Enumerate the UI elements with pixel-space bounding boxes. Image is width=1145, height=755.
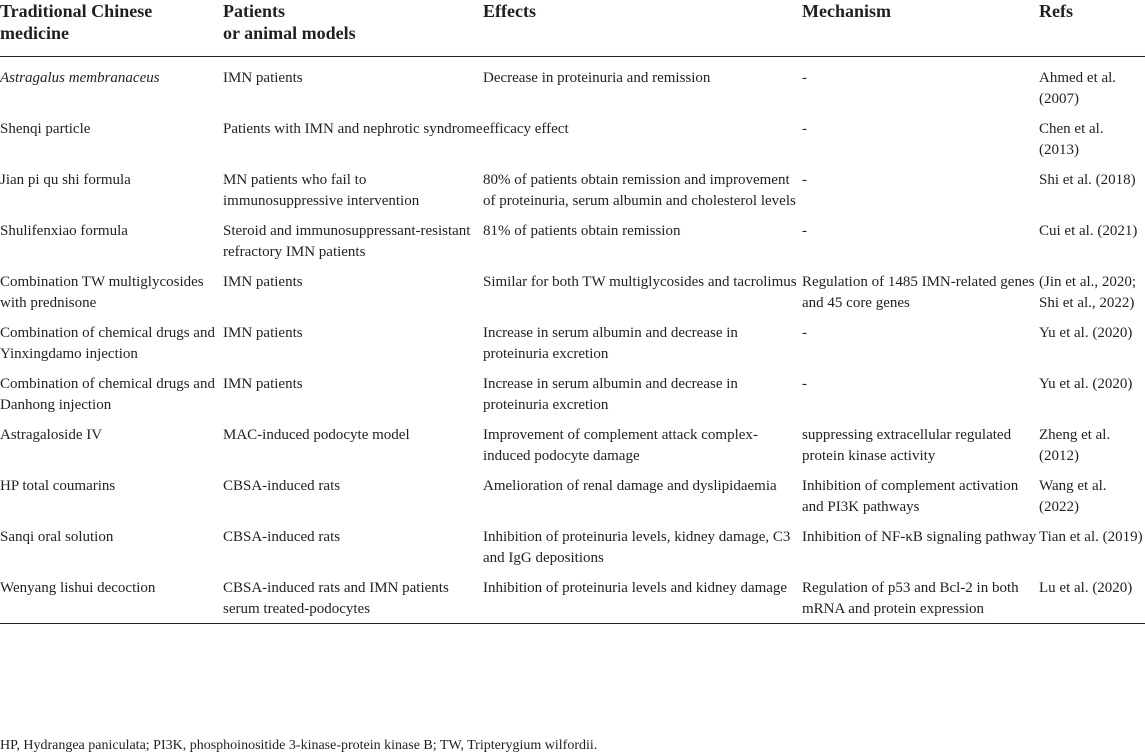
cell-model: IMN patients <box>223 70 303 86</box>
cell-model: CBSA-induced rats and IMN patients serum… <box>223 580 449 617</box>
table-row: Wenyang lishui decoction CBSA-induced ra… <box>0 578 1145 624</box>
cell-refs: Tian et al. (2019) <box>1039 529 1143 545</box>
cell-model: MN patients who fail to immunosuppressiv… <box>223 172 420 209</box>
cell-effects: Amelioration of renal damage and dyslipi… <box>483 478 777 494</box>
cell-mechanism: Regulation of p53 and Bcl-2 in both mRNA… <box>802 580 1019 617</box>
cell-effects: Inhibition of proteinuria levels, kidney… <box>483 529 791 566</box>
cell-effects: Improvement of complement attack complex… <box>483 427 758 464</box>
cell-medicine: Combination of chemical drugs and Yinxin… <box>0 325 215 362</box>
header-model: Patients or animal models <box>223 1 356 43</box>
cell-model: Patients with IMN and nephrotic syndrome <box>223 121 483 137</box>
cell-refs: Wang et al. (2022) <box>1039 478 1107 515</box>
cell-refs: Lu et al. (2020) <box>1039 580 1133 596</box>
table-row: Astragaloside IV MAC-induced podocyte mo… <box>0 425 1145 476</box>
cell-refs: Cui et al. (2021) <box>1039 223 1138 239</box>
cell-medicine: Combination TW multiglycosides with pred… <box>0 274 204 311</box>
header-effects: Effects <box>483 1 536 21</box>
cell-model: IMN patients <box>223 376 303 392</box>
cell-medicine: Shulifenxiao formula <box>0 223 128 239</box>
cell-medicine: Astragalus membranaceus <box>0 70 160 86</box>
cell-refs: Yu et al. (2020) <box>1039 325 1133 341</box>
cell-medicine: Astragaloside IV <box>0 427 103 443</box>
cell-mechanism: Regulation of 1485 IMN-related genes and… <box>802 274 1035 311</box>
table-footnote: HP, Hydrangea paniculata; PI3K, phosphoi… <box>0 738 598 753</box>
cell-refs: Ahmed et al. (2007) <box>1039 70 1117 107</box>
header-refs: Refs <box>1039 1 1073 21</box>
cell-effects: Decrease in proteinuria and remission <box>483 70 711 86</box>
table-row: Combination of chemical drugs and Danhon… <box>0 374 1145 425</box>
cell-refs: Shi et al. (2018) <box>1039 172 1136 188</box>
cell-mechanism: - <box>802 325 807 341</box>
table-row: Sanqi oral solution CBSA-induced rats In… <box>0 527 1145 578</box>
cell-effects: 81% of patients obtain remission <box>483 223 681 239</box>
table-row: HP total coumarins CBSA-induced rats Ame… <box>0 476 1145 527</box>
cell-effects: Increase in serum albumin and decrease i… <box>483 376 738 413</box>
cell-model: MAC-induced podocyte model <box>223 427 410 443</box>
table-row: Combination TW multiglycosides with pred… <box>0 272 1145 323</box>
cell-effects: Similar for both TW multiglycosides and … <box>483 274 797 290</box>
cell-medicine: Shenqi particle <box>0 121 91 137</box>
header-row: Traditional Chinese medicine Patients or… <box>0 0 1145 57</box>
cell-refs: Chen et al. (2013) <box>1039 121 1104 158</box>
cell-refs: (Jin et al., 2020; Shi et al., 2022) <box>1039 274 1137 311</box>
cell-model: IMN patients <box>223 325 303 341</box>
header-medicine: Traditional Chinese medicine <box>0 1 153 43</box>
header-mechanism: Mechanism <box>802 1 891 21</box>
cell-medicine: Wenyang lishui decoction <box>0 580 156 596</box>
cell-effects: Inhibition of proteinuria levels and kid… <box>483 580 788 596</box>
cell-medicine: Jian pi qu shi formula <box>0 172 131 188</box>
cell-medicine: Sanqi oral solution <box>0 529 114 545</box>
table-row: Shulifenxiao formula Steroid and immunos… <box>0 221 1145 272</box>
cell-mechanism: - <box>802 172 807 188</box>
cell-model: CBSA-induced rats <box>223 478 341 494</box>
cell-mechanism: Inhibition of complement activation and … <box>802 478 1019 515</box>
cell-refs: Yu et al. (2020) <box>1039 376 1133 392</box>
cell-medicine: HP total coumarins <box>0 478 116 494</box>
cell-mechanism: suppressing extracellular regulated prot… <box>802 427 1012 464</box>
cell-effects: Increase in serum albumin and decrease i… <box>483 325 738 362</box>
cell-model: Steroid and immunosuppressant-resistant … <box>223 223 471 260</box>
cell-mechanism: - <box>802 70 807 86</box>
cell-mechanism: - <box>802 121 807 137</box>
table-body: Astragalus membranaceus IMN patients Dec… <box>0 57 1145 624</box>
cell-model: IMN patients <box>223 274 303 290</box>
table-row: Combination of chemical drugs and Yinxin… <box>0 323 1145 374</box>
table-row: Shenqi particle Patients with IMN and ne… <box>0 119 1145 170</box>
cell-medicine: Combination of chemical drugs and Danhon… <box>0 376 215 413</box>
cell-refs: Zheng et al. (2012) <box>1039 427 1111 464</box>
cell-mechanism: - <box>802 223 807 239</box>
cell-model: CBSA-induced rats <box>223 529 341 545</box>
cell-effects: 80% of patients obtain remission and imp… <box>483 172 796 209</box>
cell-effects: efficacy effect <box>483 121 569 137</box>
cell-mechanism: Inhibition of NF-κB signaling pathway <box>802 529 1037 545</box>
cell-mechanism: - <box>802 376 807 392</box>
table-header: Traditional Chinese medicine Patients or… <box>0 0 1145 57</box>
table-row: Astragalus membranaceus IMN patients Dec… <box>0 57 1145 120</box>
table-row: Jian pi qu shi formula MN patients who f… <box>0 170 1145 221</box>
tcm-table: Traditional Chinese medicine Patients or… <box>0 0 1145 624</box>
